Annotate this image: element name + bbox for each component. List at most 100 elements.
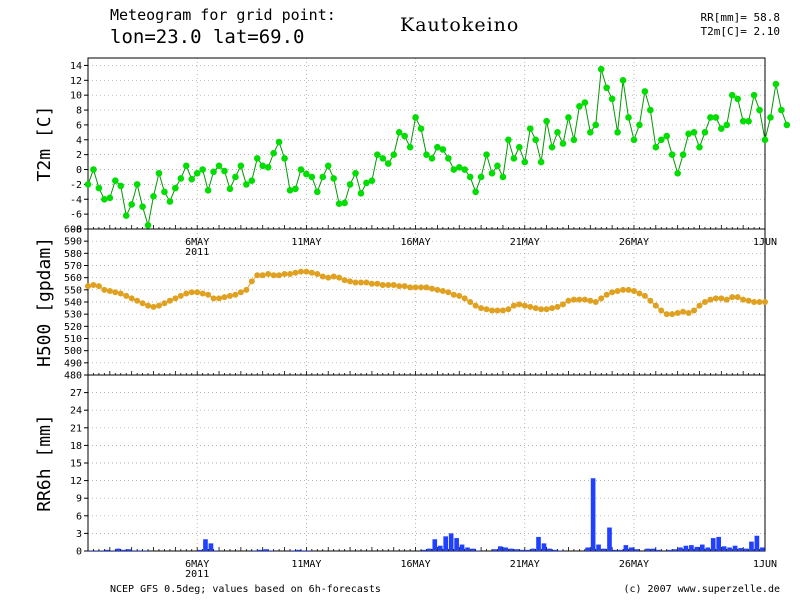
t2m-point xyxy=(625,114,632,121)
h500-point xyxy=(532,305,539,312)
h500-point xyxy=(341,277,348,284)
h500-point xyxy=(90,281,97,288)
h500-point xyxy=(439,288,446,295)
rr-bar xyxy=(683,545,689,551)
h500-point xyxy=(330,273,337,280)
t2m-point xyxy=(406,143,414,151)
t2m-point xyxy=(455,163,463,171)
t2m-point xyxy=(723,121,731,129)
t2m-point xyxy=(445,155,452,162)
h500-point xyxy=(510,302,517,309)
t2m-point xyxy=(608,95,616,103)
h500-point xyxy=(701,299,708,305)
h500-point xyxy=(592,299,599,305)
h500-point xyxy=(287,271,294,278)
t2m-point xyxy=(597,65,605,73)
t2m-point xyxy=(232,173,239,181)
t2m-point xyxy=(734,95,742,103)
rr-bar xyxy=(476,550,481,551)
rr-bar xyxy=(629,547,634,551)
rr-bar xyxy=(295,549,301,551)
rr-bar xyxy=(536,536,541,551)
h500-point xyxy=(630,288,637,295)
t2m-ylabel: T2m [C] xyxy=(34,106,55,182)
h500-point xyxy=(450,291,457,298)
t2m-point xyxy=(117,182,125,190)
t2m-point xyxy=(701,129,709,136)
rr-ytick-label: 0 xyxy=(76,547,82,558)
rr-bar xyxy=(634,549,640,551)
t2m-point xyxy=(674,169,681,177)
h500-point xyxy=(112,289,119,296)
h500-point xyxy=(396,283,403,290)
h500-point xyxy=(106,288,113,295)
t2m-point xyxy=(428,155,436,162)
h500-point xyxy=(434,286,441,293)
date-tick-label: 6MAY xyxy=(185,559,209,570)
t2m-point xyxy=(712,114,720,121)
rr-bar xyxy=(143,550,148,551)
h500-point xyxy=(385,281,392,288)
t2m-point xyxy=(783,121,791,129)
grid-point-coordinates: lon=23.0 lat=69.0 xyxy=(110,26,305,48)
rr-bar xyxy=(541,543,547,551)
h500-point xyxy=(521,302,528,309)
rr-bar xyxy=(252,550,257,551)
h500-point xyxy=(363,279,370,286)
h500-point xyxy=(161,300,168,307)
rr-bar xyxy=(705,547,711,551)
t2m-point xyxy=(756,106,763,114)
h500-point xyxy=(155,302,162,309)
rr-ytick-label: 21 xyxy=(70,423,82,434)
h500-point xyxy=(712,295,719,302)
t2m-point xyxy=(570,136,578,144)
t2m-point xyxy=(510,155,518,162)
t2m-point xyxy=(767,114,774,121)
h500-point xyxy=(418,284,425,291)
h500-point xyxy=(685,309,692,316)
h500-point xyxy=(292,269,299,276)
rr-bar xyxy=(503,547,509,551)
rr-bar xyxy=(132,550,137,551)
h500-ytick-label: 520 xyxy=(64,322,82,333)
t2m-point xyxy=(363,179,370,187)
h500-ytick-label: 590 xyxy=(64,237,82,248)
t2m-ytick-label: -8 xyxy=(70,225,82,236)
t2m-point xyxy=(139,203,146,210)
t2m-point xyxy=(303,170,310,178)
rr-bar xyxy=(432,539,438,551)
t2m-point xyxy=(728,91,736,99)
rr-bar xyxy=(530,548,536,551)
h500-ytick-label: 570 xyxy=(64,261,82,272)
h500-point xyxy=(489,307,496,314)
t2m-point xyxy=(412,114,419,121)
date-tick-label: 16MAY xyxy=(401,237,431,248)
h500-point xyxy=(308,269,315,276)
rr-bar xyxy=(650,548,656,551)
h500-point xyxy=(194,289,201,296)
t2m-point xyxy=(450,166,458,173)
t2m-point xyxy=(554,129,561,136)
rr-bar xyxy=(699,544,705,551)
t2m-point xyxy=(439,146,447,153)
t2m-ytick-label: 12 xyxy=(70,76,82,87)
t2m-point xyxy=(374,151,381,158)
rr-bar xyxy=(727,547,732,551)
t2m-point xyxy=(237,162,245,170)
t2m-point xyxy=(423,151,430,158)
h500-point xyxy=(581,296,588,303)
rr-bar xyxy=(268,550,274,551)
h500-point xyxy=(297,268,304,275)
t2m-point xyxy=(466,173,474,181)
h500-point xyxy=(216,295,223,302)
t2m-point xyxy=(221,167,228,175)
t2m-point xyxy=(619,77,627,84)
h500-point xyxy=(123,292,130,299)
t2m-point xyxy=(750,91,758,99)
t2m-point xyxy=(101,195,108,203)
t2m-point xyxy=(576,103,583,110)
t2m-point xyxy=(739,117,747,125)
h500-ytick-label: 560 xyxy=(64,273,82,284)
t2m-point xyxy=(537,158,545,166)
t2m-point xyxy=(494,162,501,170)
